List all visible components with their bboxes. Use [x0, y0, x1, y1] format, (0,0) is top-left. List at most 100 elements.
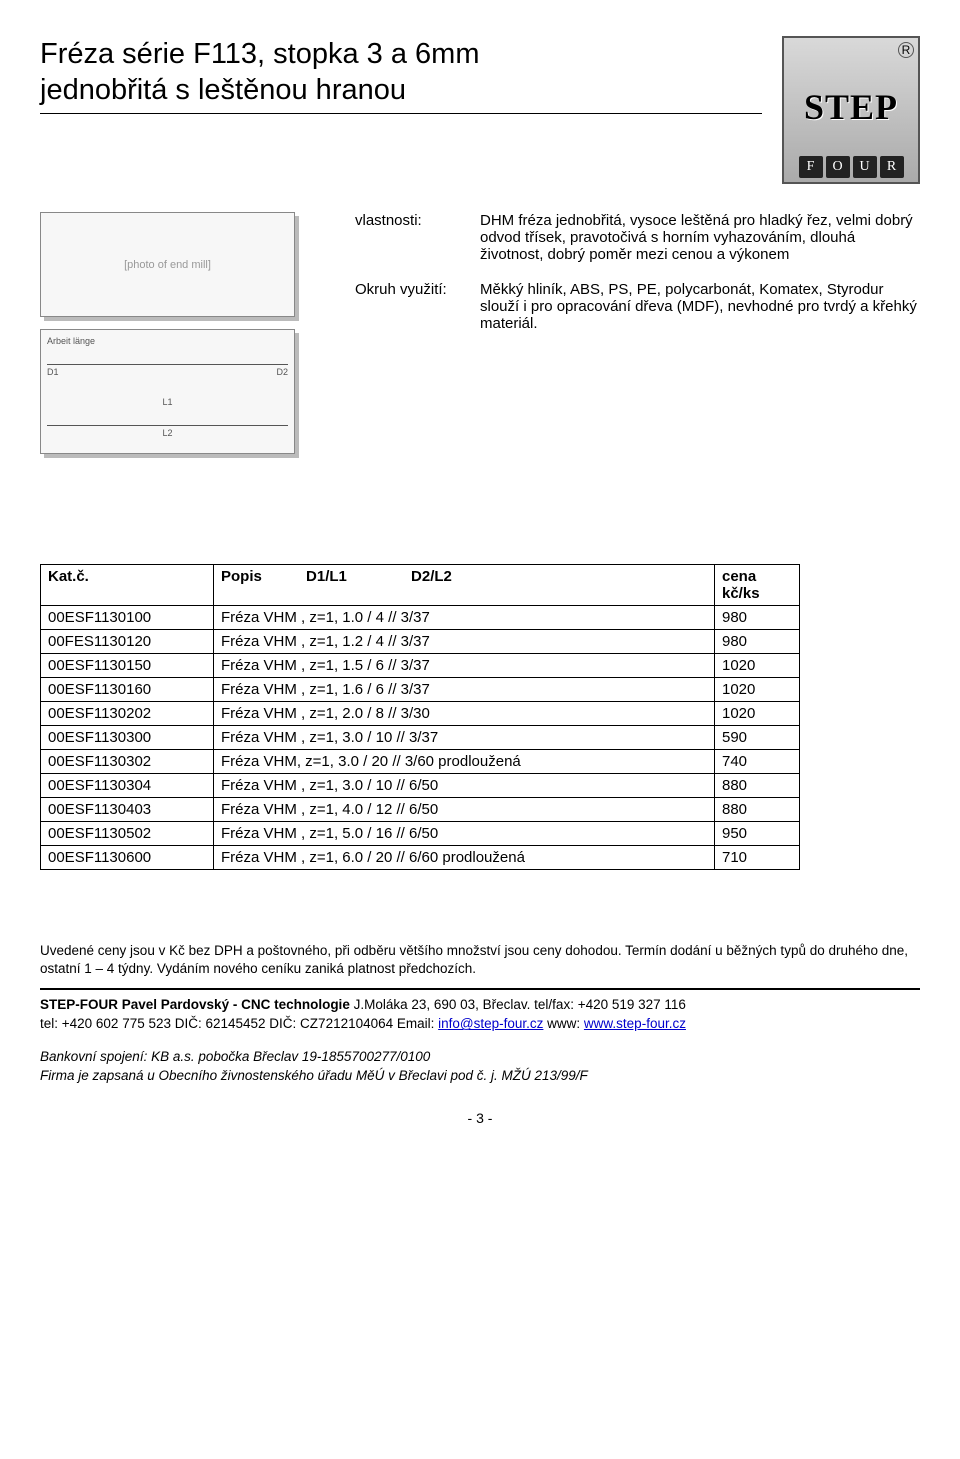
cell-desc: Fréza VHM, z=1, 3.0 / 20 // 3/60 prodlou… [214, 750, 715, 774]
cell-desc: Fréza VHM , z=1, 1.5 / 6 // 3/37 [214, 654, 715, 678]
cell-kat: 00ESF1130600 [41, 846, 214, 870]
table-row: 00ESF1130100Fréza VHM , z=1, 1.0 / 4 // … [41, 606, 800, 630]
tool-photo: [photo of end mill] [40, 212, 295, 317]
cell-price: 880 [715, 774, 800, 798]
footer-email-link[interactable]: info@step-four.cz [438, 1016, 543, 1031]
cell-kat: 00ESF1130160 [41, 678, 214, 702]
logo-o: O [826, 156, 850, 178]
footer: STEP-FOUR Pavel Pardovský - CNC technolo… [40, 996, 920, 1086]
cell-price: 980 [715, 606, 800, 630]
properties-text: vlastnosti: DHM fréza jednobřitá, vysoce… [355, 212, 920, 512]
title-rule [40, 113, 762, 114]
footer-www-link[interactable]: www.step-four.cz [584, 1016, 686, 1031]
th-popis: Popis D1/L1 D2/L2 [214, 565, 715, 606]
cell-desc: Fréza VHM , z=1, 5.0 / 16 // 6/50 [214, 822, 715, 846]
table-row: 00ESF1130202Fréza VHM , z=1, 2.0 / 8 // … [41, 702, 800, 726]
diagram-line-2 [47, 425, 288, 426]
logo-four: F O U R [799, 156, 904, 178]
cell-kat: 00ESF1130403 [41, 798, 214, 822]
cell-kat: 00ESF1130300 [41, 726, 214, 750]
logo-r: R [880, 156, 904, 178]
footer-company: STEP-FOUR Pavel Pardovský - CNC technolo… [40, 997, 350, 1012]
cell-desc: Fréza VHM , z=1, 1.0 / 4 // 3/37 [214, 606, 715, 630]
title-line-1: Fréza série F113, stopka 3 a 6mm [40, 38, 479, 70]
cell-kat: 00ESF1130304 [41, 774, 214, 798]
th-popis-label: Popis [221, 568, 262, 585]
cell-desc: Fréza VHM , z=1, 3.0 / 10 // 6/50 [214, 774, 715, 798]
cell-price: 1020 [715, 702, 800, 726]
diagram-arbeit: Arbeit länge [47, 336, 288, 346]
table-row: 00FES1130120Fréza VHM , z=1, 1.2 / 4 // … [41, 630, 800, 654]
cell-kat: 00ESF1130150 [41, 654, 214, 678]
price-notes: Uvedené ceny jsou v Kč bez DPH a poštovn… [40, 942, 920, 978]
table-header-row: Kat.č. Popis D1/L1 D2/L2 cena kč/ks [41, 565, 800, 606]
okruh-label: Okruh využití: [355, 281, 480, 332]
th-kat: Kat.č. [41, 565, 214, 606]
cell-desc: Fréza VHM , z=1, 3.0 / 10 // 3/37 [214, 726, 715, 750]
page-title: Fréza série F113, stopka 3 a 6mm jednobř… [40, 36, 762, 109]
cell-price: 880 [715, 798, 800, 822]
cell-price: 590 [715, 726, 800, 750]
title-block: Fréza série F113, stopka 3 a 6mm jednobř… [40, 36, 762, 114]
cell-desc: Fréza VHM , z=1, 2.0 / 8 // 3/30 [214, 702, 715, 726]
table-row: 00ESF1130403Fréza VHM , z=1, 4.0 / 12 //… [41, 798, 800, 822]
prop-row-vlastnosti: vlastnosti: DHM fréza jednobřitá, vysoce… [355, 212, 920, 263]
footer-www-label: www: [543, 1016, 584, 1031]
title-line-2: jednobřitá s leštěnou hranou [40, 74, 406, 106]
vlastnosti-value: DHM fréza jednobřitá, vysoce leštěná pro… [480, 212, 920, 263]
logo: R STEP F O U R [782, 36, 920, 184]
tool-diagram: Arbeit länge D1 D2 L1 L2 [40, 329, 295, 454]
table-row: 00ESF1130304Fréza VHM , z=1, 3.0 / 10 //… [41, 774, 800, 798]
footer-line-2: tel: +420 602 775 523 DIČ: 62145452 DIČ:… [40, 1015, 920, 1034]
diagram-l1: L1 [47, 397, 288, 407]
footer-bank-2: Firma je zapsaná u Obecního živnostenské… [40, 1067, 920, 1086]
table-row: 00ESF1130302Fréza VHM, z=1, 3.0 / 20 // … [41, 750, 800, 774]
th-d1: D1/L1 [306, 568, 347, 585]
cell-desc: Fréza VHM , z=1, 6.0 / 20 // 6/60 prodlo… [214, 846, 715, 870]
diagram-line [47, 364, 288, 365]
cell-price: 950 [715, 822, 800, 846]
diagram-d1: D1 [47, 367, 59, 377]
cell-price: 1020 [715, 654, 800, 678]
header-row: Fréza série F113, stopka 3 a 6mm jednobř… [40, 36, 920, 184]
cell-price: 710 [715, 846, 800, 870]
footer-rule [40, 988, 920, 990]
footer-contact: tel: +420 602 775 523 DIČ: 62145452 DIČ:… [40, 1016, 438, 1031]
cell-desc: Fréza VHM , z=1, 4.0 / 12 // 6/50 [214, 798, 715, 822]
cell-desc: Fréza VHM , z=1, 1.2 / 4 // 3/37 [214, 630, 715, 654]
properties-section: [photo of end mill] Arbeit länge D1 D2 L… [40, 212, 920, 512]
cell-kat: 00ESF1130202 [41, 702, 214, 726]
footer-bank-1: Bankovní spojení: KB a.s. pobočka Břecla… [40, 1048, 920, 1067]
table-row: 00ESF1130600Fréza VHM , z=1, 6.0 / 20 //… [41, 846, 800, 870]
diagram-l2: L2 [47, 428, 288, 438]
images-column: [photo of end mill] Arbeit länge D1 D2 L… [40, 212, 325, 512]
cell-kat: 00FES1130120 [41, 630, 214, 654]
logo-f: F [799, 156, 823, 178]
footer-address: J.Moláka 23, 690 03, Břeclav. tel/fax: +… [350, 997, 686, 1012]
registered-icon: R [898, 42, 914, 58]
cell-price: 1020 [715, 678, 800, 702]
footer-bank: Bankovní spojení: KB a.s. pobočka Břecla… [40, 1048, 920, 1086]
prop-row-okruh: Okruh využití: Měkký hliník, ABS, PS, PE… [355, 281, 920, 332]
table-row: 00ESF1130300Fréza VHM , z=1, 3.0 / 10 //… [41, 726, 800, 750]
okruh-value: Měkký hliník, ABS, PS, PE, polycarbonát,… [480, 281, 920, 332]
th-cena: cena kč/ks [715, 565, 800, 606]
cell-kat: 00ESF1130302 [41, 750, 214, 774]
cell-kat: 00ESF1130100 [41, 606, 214, 630]
price-table: Kat.č. Popis D1/L1 D2/L2 cena kč/ks 00ES… [40, 564, 800, 870]
vlastnosti-label: vlastnosti: [355, 212, 480, 263]
photo-placeholder: [photo of end mill] [124, 259, 211, 271]
logo-u: U [853, 156, 877, 178]
cell-desc: Fréza VHM , z=1, 1.6 / 6 // 3/37 [214, 678, 715, 702]
table-row: 00ESF1130150Fréza VHM , z=1, 1.5 / 6 // … [41, 654, 800, 678]
page-number: - 3 - [40, 1110, 920, 1126]
cell-price: 980 [715, 630, 800, 654]
footer-line-1: STEP-FOUR Pavel Pardovský - CNC technolo… [40, 996, 920, 1015]
diagram-d2: D2 [276, 367, 288, 377]
table-row: 00ESF1130502Fréza VHM , z=1, 5.0 / 16 //… [41, 822, 800, 846]
table-row: 00ESF1130160Fréza VHM , z=1, 1.6 / 6 // … [41, 678, 800, 702]
cell-kat: 00ESF1130502 [41, 822, 214, 846]
logo-step: STEP [804, 86, 898, 128]
cell-price: 740 [715, 750, 800, 774]
th-d2: D2/L2 [411, 568, 452, 585]
